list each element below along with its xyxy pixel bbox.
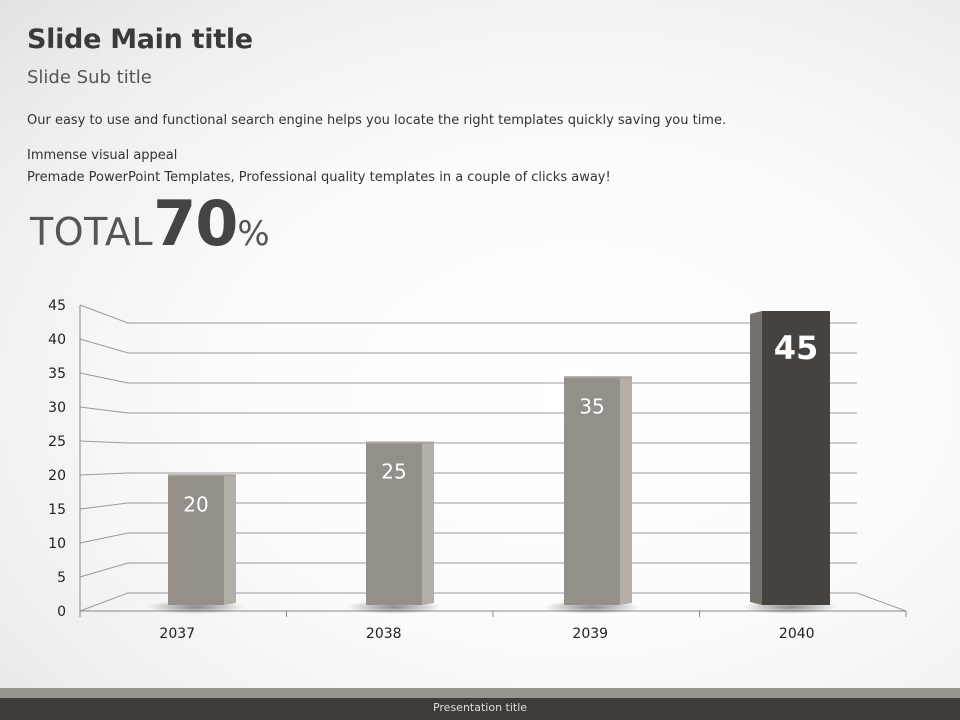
y-tick-label: 35 — [48, 366, 66, 382]
feature-line-1: Immense visual appeal — [27, 148, 178, 163]
x-tick-label: 2040 — [779, 626, 815, 642]
gridline — [79, 304, 857, 324]
bar-side — [750, 311, 762, 605]
slide-title: Slide Main title — [27, 24, 253, 55]
gridline — [79, 406, 857, 414]
feature-line-2: Premade PowerPoint Templates, Profession… — [27, 170, 611, 185]
data-label: 35 — [579, 394, 604, 418]
slide-subtitle: Slide Sub title — [27, 67, 152, 88]
total-value: 70 — [153, 187, 238, 260]
total-label: TOTAL — [30, 210, 154, 254]
x-tick-label: 2037 — [159, 626, 195, 642]
data-label: 45 — [774, 329, 819, 367]
footer-stripe — [0, 688, 960, 698]
bar — [168, 474, 224, 605]
data-label: 25 — [381, 460, 406, 484]
y-tick-label: 45 — [48, 298, 66, 314]
gridline — [79, 372, 857, 384]
total-unit: % — [237, 214, 270, 254]
bar-side — [620, 376, 632, 605]
y-tick-label: 40 — [48, 332, 66, 348]
y-tick-label: 10 — [48, 536, 66, 552]
y-tick-label: 0 — [57, 604, 66, 620]
y-tick-label: 20 — [48, 468, 66, 484]
labels: 20 25 35 45 — [183, 329, 818, 516]
x-tick-label: 2039 — [572, 626, 608, 642]
footer-bar: Presentation title — [0, 698, 960, 720]
bar-top — [168, 474, 236, 477]
bar — [762, 311, 830, 605]
footer-title: Presentation title — [432, 701, 528, 714]
bar-side — [224, 474, 236, 605]
gridline — [79, 440, 857, 444]
gridline — [79, 338, 857, 354]
bar-top — [564, 376, 632, 379]
x-tick-label: 2038 — [366, 626, 402, 642]
bars — [148, 311, 838, 614]
y-tick-label: 30 — [48, 400, 66, 416]
y-tick-label: 15 — [48, 502, 66, 518]
floor-edge — [856, 592, 907, 612]
y-tick-label: 5 — [57, 570, 66, 586]
bar-side — [422, 441, 434, 605]
intro-paragraph: Our easy to use and functional search en… — [27, 113, 727, 128]
bar — [366, 441, 422, 605]
data-label: 20 — [183, 492, 208, 516]
bar — [564, 376, 620, 605]
bar-chart: 0 5 10 15 20 25 30 35 40 45 2037 2038 2039 2040 20 25 3… — [48, 298, 907, 642]
total-readout: TOTAL70% — [30, 193, 270, 255]
bar-top — [366, 441, 434, 444]
y-tick-label: 25 — [48, 434, 66, 450]
